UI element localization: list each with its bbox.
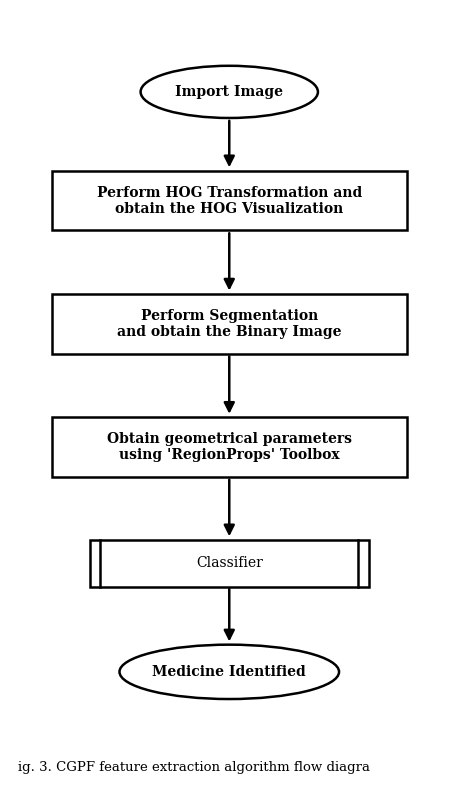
Text: Import Image: Import Image (175, 85, 283, 98)
FancyBboxPatch shape (52, 418, 407, 477)
Ellipse shape (141, 65, 318, 118)
FancyBboxPatch shape (90, 540, 369, 586)
Text: ig. 3. CGPF feature extraction algorithm flow diagra: ig. 3. CGPF feature extraction algorithm… (18, 761, 370, 774)
Text: Medicine Identified: Medicine Identified (153, 665, 306, 678)
FancyBboxPatch shape (52, 171, 407, 230)
Text: Classifier: Classifier (196, 556, 263, 570)
Ellipse shape (119, 645, 339, 699)
Text: Perform HOG Transformation and
obtain the HOG Visualization: Perform HOG Transformation and obtain th… (97, 185, 362, 216)
FancyBboxPatch shape (52, 294, 407, 354)
Text: Obtain geometrical parameters
using 'RegionProps' Toolbox: Obtain geometrical parameters using 'Reg… (107, 432, 352, 463)
Text: Perform Segmentation
and obtain the Binary Image: Perform Segmentation and obtain the Bina… (117, 309, 341, 339)
